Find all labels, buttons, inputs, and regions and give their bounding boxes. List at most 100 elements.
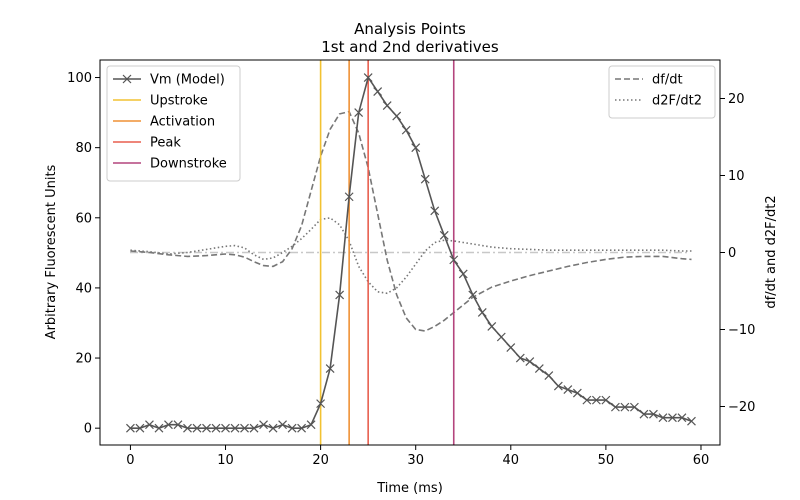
vm-point [610,402,620,412]
x-tick-label: 50 [598,453,615,468]
legend-label: Downstroke [150,157,227,172]
legend-label: Upstroke [150,94,208,109]
vm-point [591,395,601,405]
vm-point [439,230,449,240]
vm-point [506,343,516,352]
legend-label: d2F/dt2 [652,94,702,109]
vm-point [601,395,611,405]
vm-point [534,364,544,373]
plot-area [126,60,696,445]
vm-point [259,420,268,430]
y2-tick-label: 0 [728,246,736,261]
x-axis: 0 10 20 30 40 50 60 [126,445,709,468]
vm-point [297,423,307,433]
x-tick-label: 30 [407,453,424,468]
x-tick-label: 60 [693,453,710,468]
vm-point [629,402,639,412]
vm-point [458,269,468,279]
vm-point [544,371,554,380]
legend-left-box [106,65,241,182]
vm-point [477,308,487,317]
d2fdt2-line [130,217,692,295]
vm-point [316,399,326,409]
chart-subtitle: 1st and 2nd derivatives [321,38,499,56]
legend-label: df/dt [652,73,683,88]
y-tick-label: 40 [75,281,92,296]
vm-point [401,125,411,135]
y2-tick-label: −20 [728,400,755,415]
vm-point [668,413,677,423]
y-tick-label: 0 [84,422,92,437]
legend-left: Vm (Model) Upstroke Activation Peak Downstro… [106,65,241,182]
vm-point [173,420,183,430]
y-axis-left: 0 20 40 60 80 100 [67,71,100,437]
vm-point [411,143,421,153]
vm-point [211,423,221,433]
dfdt-line [130,110,692,332]
vm-point [687,416,696,426]
y-axis-label: Arbitrary Fluorescent Units [44,164,59,339]
y-tick-label: 20 [75,352,92,367]
vm-point [221,423,230,433]
vm-point [392,111,402,121]
vm-point [430,206,440,216]
y-axis-right: −20 −10 0 10 20 [720,92,755,415]
vm-point [306,420,316,430]
vm-point [658,413,668,423]
y-tick-label: 60 [75,211,92,226]
chart-title: Analysis Points [354,20,466,38]
vm-point [230,423,240,433]
vm-point [249,423,259,433]
vm-point [135,423,145,433]
vm-point [325,364,335,373]
vm-point [449,255,459,265]
vm-point [240,423,249,433]
vm-point [154,423,164,433]
vm-point [192,423,202,433]
x-axis-label: Time (ms) [376,481,443,496]
y2-tick-label: 10 [728,169,745,184]
legend-marker [122,74,132,84]
vm-point [582,395,592,405]
vm-point [525,357,535,366]
vm-point [572,388,582,398]
legend-label: Vm (Model) [150,73,225,88]
vm-point [202,423,211,433]
vm-point [287,423,297,433]
y2-axis-label: df/dt and d2F/dt2 [764,195,779,308]
vm-point [639,409,649,419]
vm-point [126,423,135,433]
vm-point [354,108,364,118]
x-tick-label: 20 [312,453,329,468]
vm-point [649,409,658,419]
vm-point [620,402,630,412]
legend-right: df/dt d2F/dt2 [608,65,716,119]
vm-point [382,101,392,111]
vm-point [344,192,354,202]
vm-point [268,423,278,433]
vm-point [496,332,506,342]
x-tick-label: 40 [503,453,520,468]
y-tick-label: 100 [67,71,92,86]
vm-point [363,73,373,82]
vm-point [468,290,478,300]
x-tick-label: 0 [126,453,134,468]
y2-tick-label: 20 [728,92,745,107]
x-tick-label: 10 [217,453,234,468]
legend-label: Peak [150,136,181,151]
vm-point [515,353,525,363]
vm-point [487,322,497,331]
vm-line [130,75,692,430]
vm-point [420,174,430,184]
vm-point [278,420,288,430]
vm-point [145,420,154,430]
vm-point [553,381,563,391]
vm-point [164,420,173,430]
legend-label: Activation [150,115,215,130]
vm-point [335,290,345,300]
vm-point [373,87,383,96]
y-tick-label: 80 [75,141,92,156]
vm-point [677,413,687,423]
vm-point [183,423,192,433]
